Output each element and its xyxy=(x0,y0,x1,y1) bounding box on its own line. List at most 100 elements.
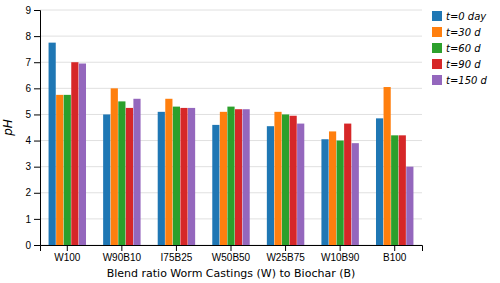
bar xyxy=(243,109,250,245)
bar xyxy=(391,135,398,245)
legend-swatch xyxy=(432,59,442,69)
y-tick-mark xyxy=(34,88,40,89)
chart: W100W90B10I75B25W50B50W25B75W10B90B10001… xyxy=(0,0,500,283)
legend-entry: t=90 d xyxy=(432,59,481,70)
y-tick: 1 xyxy=(25,214,40,225)
grid-line xyxy=(40,36,422,37)
y-tick-label: 4 xyxy=(25,135,31,146)
bar xyxy=(376,118,383,245)
bar xyxy=(267,126,274,245)
legend-entry: t=30 d xyxy=(432,27,481,38)
bar xyxy=(133,99,140,245)
y-tick: 3 xyxy=(25,161,40,172)
legend-entry: t=150 d xyxy=(432,75,488,86)
legend-swatch xyxy=(432,75,442,85)
x-tick-mark xyxy=(121,245,122,251)
y-tick: 2 xyxy=(25,187,40,198)
bar xyxy=(220,112,227,245)
bar xyxy=(290,116,297,245)
legend-label: t=60 d xyxy=(446,43,481,54)
bar xyxy=(406,167,413,245)
grid xyxy=(40,10,422,245)
bar xyxy=(126,108,133,245)
y-tick: 9 xyxy=(25,5,40,16)
x-tick-label: W10B90 xyxy=(321,252,360,263)
bar-series xyxy=(71,62,406,245)
bar xyxy=(212,125,219,245)
bar xyxy=(399,135,406,245)
x-tick-mark xyxy=(394,245,395,251)
bar xyxy=(71,62,78,245)
bar xyxy=(297,124,304,245)
bar xyxy=(282,114,289,245)
x-tick-label: W100 xyxy=(54,252,81,263)
x-tick-mark xyxy=(67,245,68,251)
bar xyxy=(118,101,125,245)
legend-swatch xyxy=(432,11,442,21)
bar-series xyxy=(64,95,399,245)
y-tick: 7 xyxy=(25,57,40,68)
y-tick-label: 2 xyxy=(25,187,31,198)
x-tick-label: B100 xyxy=(383,252,407,263)
bar xyxy=(111,88,118,245)
x-tick: W25B75 xyxy=(266,245,305,263)
x-tick: W10B90 xyxy=(321,245,360,263)
y-tick-mark xyxy=(34,10,40,11)
legend-label: t=0 day xyxy=(446,11,487,22)
x-tick: W50B50 xyxy=(212,245,251,263)
bar xyxy=(165,99,172,245)
x-axis-title: Blend ratio Worm Castings (W) to Biochar… xyxy=(107,267,356,280)
bar xyxy=(321,139,328,245)
y-tick-label: 8 xyxy=(25,31,31,42)
grid-line xyxy=(40,88,422,89)
y-tick: 8 xyxy=(25,31,40,42)
x-tick-mark xyxy=(231,245,232,251)
bar xyxy=(274,112,281,245)
y-tick-mark xyxy=(34,245,40,246)
legend-label: t=30 d xyxy=(446,27,481,38)
grid-line xyxy=(40,62,422,63)
bar xyxy=(188,108,195,245)
bar xyxy=(180,108,187,245)
x-tick: W100 xyxy=(54,245,81,263)
bar xyxy=(384,87,391,245)
y-tick-label: 3 xyxy=(25,161,31,172)
bar xyxy=(329,131,336,245)
y-tick-mark xyxy=(34,141,40,142)
x-tick-mark xyxy=(176,245,177,251)
bar xyxy=(79,64,86,245)
y-tick-mark xyxy=(34,62,40,63)
x-tick: I75B25 xyxy=(161,245,193,263)
x-tick-mark xyxy=(340,245,341,251)
bar xyxy=(173,107,180,245)
y-tick-mark xyxy=(34,193,40,194)
y-tick: 6 xyxy=(25,83,40,94)
y-tick: 0 xyxy=(25,240,40,251)
y-tick-label: 7 xyxy=(25,57,31,68)
bar-series xyxy=(49,43,384,245)
y-tick-mark xyxy=(34,114,40,115)
x-tick-label: I75B25 xyxy=(161,252,193,263)
bar-series xyxy=(79,64,414,245)
y-axis-title: pH xyxy=(1,119,15,137)
bar xyxy=(337,141,344,245)
x-tick-mark xyxy=(285,245,286,251)
legend-swatch xyxy=(432,27,442,37)
y-axis-line xyxy=(34,11,41,246)
y-tick: 5 xyxy=(25,109,40,120)
legend-swatch xyxy=(432,43,442,53)
legend-entry: t=0 day xyxy=(432,11,487,22)
bar xyxy=(158,112,165,245)
y-tick-label: 0 xyxy=(25,240,31,251)
y-tick-label: 6 xyxy=(25,83,31,94)
bar xyxy=(49,43,56,245)
bars xyxy=(49,43,414,245)
bar xyxy=(352,143,359,245)
legend-label: t=150 d xyxy=(446,75,488,86)
bar xyxy=(103,114,110,245)
y-tick-mark xyxy=(34,167,40,168)
bar xyxy=(56,95,63,245)
y-tick-label: 5 xyxy=(25,109,31,120)
x-tick-label: W25B75 xyxy=(266,252,305,263)
bar xyxy=(235,109,242,245)
